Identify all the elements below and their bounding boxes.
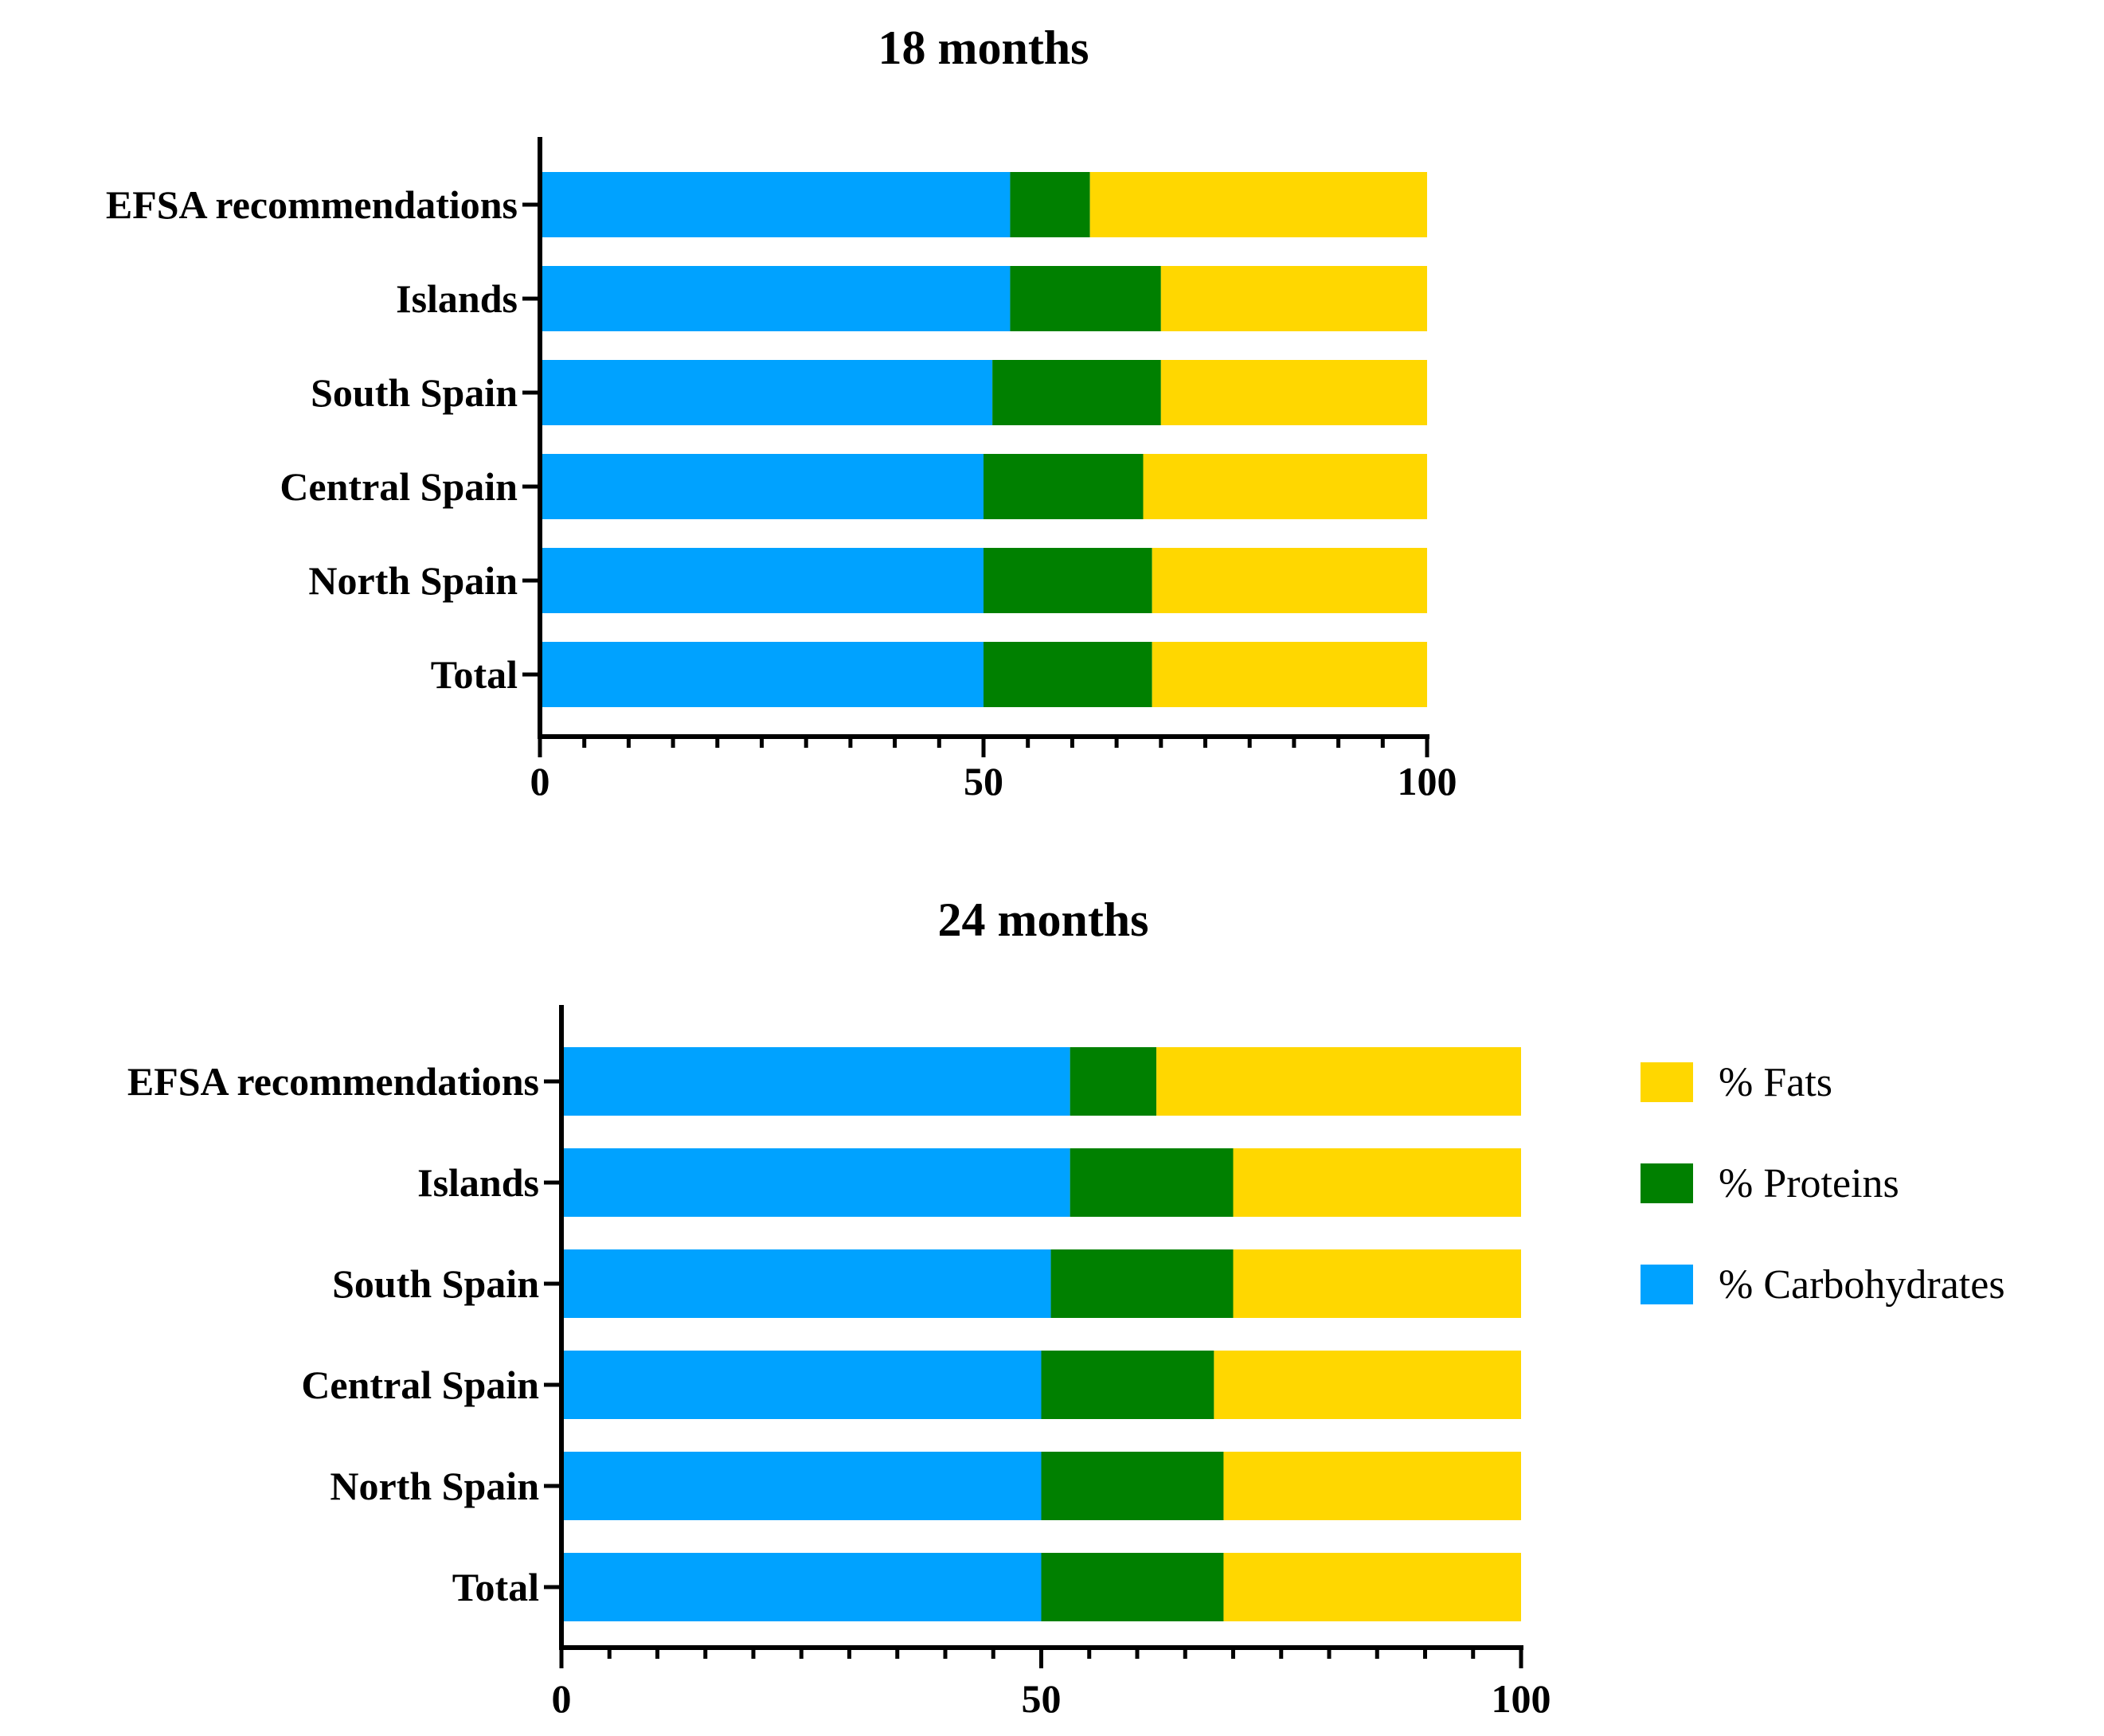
legend-label: % Proteins [1719, 1161, 1899, 1206]
bar-total-proteins [1041, 1553, 1224, 1621]
bar-islands-fats [1160, 266, 1427, 331]
bar-central-spain-proteins [1041, 1351, 1214, 1419]
category-label: Central Spain [301, 1363, 539, 1407]
bar-total-carbohydrates [540, 642, 984, 707]
bar-central-spain-carbohydrates [561, 1351, 1042, 1419]
bar-total-proteins [984, 642, 1152, 707]
bar-south-spain-carbohydrates [540, 360, 993, 425]
category-label: Islands [396, 276, 518, 321]
legend-swatch-fats [1641, 1062, 1693, 1102]
bar-central-spain-proteins [984, 454, 1144, 519]
x-tick-label: 50 [964, 759, 1003, 803]
chart-title: 24 months [937, 893, 1148, 946]
bar-total-fats [1223, 1553, 1521, 1621]
bar-south-spain-proteins [1050, 1249, 1234, 1318]
bar-north-spain-proteins [984, 548, 1152, 613]
bar-central-spain-fats [1214, 1351, 1521, 1419]
bar-efsa-recommendations-carbohydrates [540, 172, 1011, 237]
x-tick-label: 50 [1022, 1676, 1062, 1721]
legend: % Fats % Proteins % Carbohydrates [1641, 1060, 2005, 1308]
bar-total-fats [1152, 642, 1427, 707]
bar-islands-fats [1233, 1148, 1521, 1217]
bar-north-spain-fats [1152, 548, 1427, 613]
x-tick-label: 0 [530, 759, 550, 803]
bar-total-carbohydrates [561, 1553, 1042, 1621]
bar-south-spain-carbohydrates [561, 1249, 1051, 1318]
bar-efsa-recommendations-fats [1156, 1047, 1521, 1116]
category-label: Total [431, 652, 518, 697]
chart-18-months: 18 months EFSA recommendations Islands Sou… [106, 22, 1457, 803]
category-label: North Spain [308, 558, 518, 603]
category-label: EFSA recommendations [127, 1059, 539, 1104]
legend-swatch-proteins [1641, 1163, 1693, 1203]
bar-north-spain-carbohydrates [540, 548, 984, 613]
bar-islands-proteins [1070, 1148, 1234, 1217]
bar-islands-carbohydrates [540, 266, 1011, 331]
category-label: Islands [417, 1160, 539, 1205]
bar-efsa-recommendations-carbohydrates [561, 1047, 1070, 1116]
bar-south-spain-fats [1233, 1249, 1521, 1318]
x-tick-label: 0 [552, 1676, 572, 1721]
bar-islands-carbohydrates [561, 1148, 1070, 1217]
bar-central-spain-fats [1143, 454, 1427, 519]
category-label: Total [452, 1565, 539, 1609]
bar-south-spain-proteins [992, 360, 1161, 425]
legend-swatch-carbohydrates [1641, 1265, 1693, 1304]
category-label: South Spain [332, 1261, 539, 1306]
bar-central-spain-carbohydrates [540, 454, 984, 519]
category-label: South Spain [311, 370, 518, 415]
legend-label: % Fats [1719, 1060, 1832, 1105]
category-label: Central Spain [280, 464, 518, 509]
bar-efsa-recommendations-proteins [1070, 1047, 1157, 1116]
bar-north-spain-proteins [1041, 1452, 1224, 1520]
chart-title: 18 months [878, 22, 1089, 74]
bar-north-spain-carbohydrates [561, 1452, 1042, 1520]
bar-islands-proteins [1010, 266, 1161, 331]
bar-south-spain-fats [1160, 360, 1427, 425]
x-tick-label: 100 [1398, 759, 1457, 803]
legend-label: % Carbohydrates [1719, 1262, 2005, 1308]
category-label: North Spain [330, 1464, 539, 1508]
bar-efsa-recommendations-proteins [1010, 172, 1090, 237]
chart-24-months: 24 months EFSA recommendations Islands Sou… [127, 893, 1551, 1721]
category-label: EFSA recommendations [106, 182, 518, 227]
bar-north-spain-fats [1223, 1452, 1521, 1520]
x-tick-label: 100 [1492, 1676, 1551, 1721]
bar-efsa-recommendations-fats [1089, 172, 1427, 237]
